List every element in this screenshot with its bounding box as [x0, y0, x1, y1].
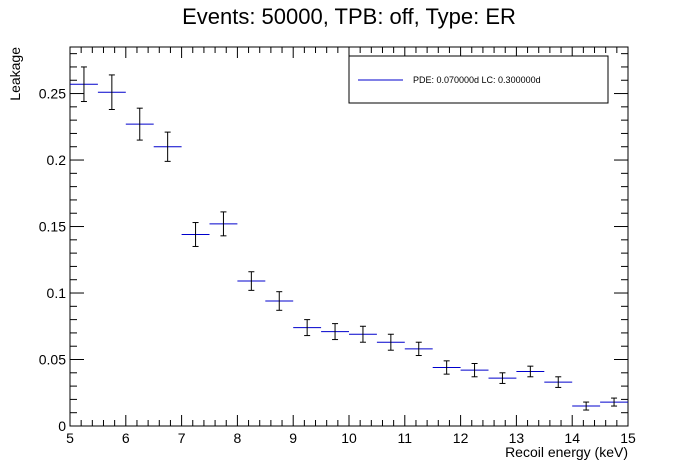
x-tick-label: 10	[341, 430, 357, 446]
y-axis-label: Leakage	[7, 47, 23, 101]
plot-frame	[69, 46, 629, 427]
legend: PDE: 0.070000d LC: 0.300000d	[348, 55, 609, 104]
data-point	[293, 319, 322, 337]
data-point	[321, 323, 349, 341]
data-point	[600, 397, 628, 407]
x-axis-label: Recoil energy (keV)	[505, 444, 628, 460]
x-tick-label: 14	[564, 430, 580, 446]
chart-title: Events: 50000, TPB: off, Type: ER	[182, 4, 516, 29]
x-tick-label: 9	[289, 430, 297, 446]
y-tick-label: 0.2	[47, 152, 67, 168]
x-tick-label: 12	[453, 430, 469, 446]
data-point	[265, 291, 294, 311]
data-point	[209, 211, 238, 237]
data-point	[153, 131, 182, 162]
x-tick-label: 11	[398, 430, 413, 446]
y-tick-label: 0.25	[39, 86, 66, 102]
y-tick-label: 0	[58, 418, 66, 434]
x-tick-label: 5	[66, 430, 74, 446]
x-tick-labels: 5 6 7 8 9 10 11 12 13 14 15	[66, 430, 636, 446]
y-tick-label: 0.05	[39, 352, 66, 368]
x-tick-label: 15	[620, 430, 636, 446]
data-point	[376, 333, 405, 351]
legend-label: PDE: 0.070000d LC: 0.300000d	[413, 75, 541, 85]
data-point	[572, 401, 601, 411]
data-point	[432, 360, 461, 375]
x-tick-label: 13	[509, 430, 525, 446]
x-tick-label: 7	[178, 430, 186, 446]
data-point	[237, 271, 266, 291]
data-point	[181, 222, 210, 247]
data-point	[349, 325, 377, 343]
data-point	[404, 341, 433, 357]
data-series	[70, 66, 628, 411]
y-tick-label: 0.1	[47, 285, 67, 301]
data-point	[97, 74, 126, 111]
data-point	[460, 362, 489, 378]
x-tick-label: 8	[234, 430, 242, 446]
y-tick-label: 0.15	[39, 219, 66, 235]
data-point	[125, 107, 154, 141]
data-point	[516, 365, 545, 378]
data-point	[544, 376, 573, 388]
data-point	[488, 372, 517, 384]
y-tick-labels: 0 0.05 0.1 0.15 0.2 0.25	[39, 86, 66, 434]
x-tick-label: 6	[122, 430, 130, 446]
data-point	[70, 66, 98, 103]
axis-ticks	[69, 47, 629, 427]
